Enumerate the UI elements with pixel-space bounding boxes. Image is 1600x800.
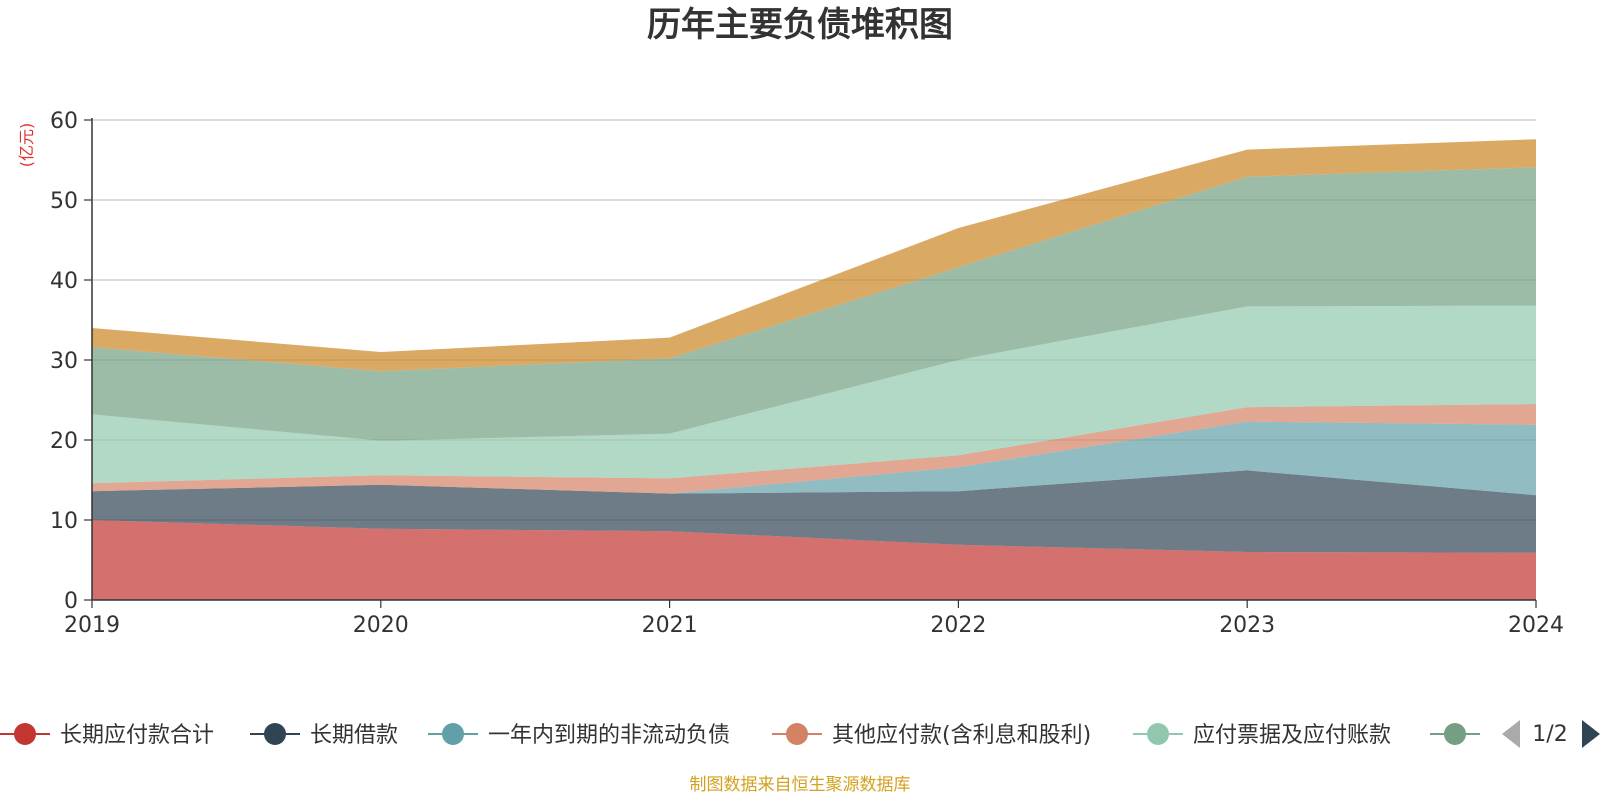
- x-tick-label: 2024: [1508, 613, 1564, 638]
- legend-item-label[interactable]: 长期应付款合计: [60, 723, 214, 748]
- x-tick-label: 2020: [353, 613, 409, 638]
- data-source-note: 制图数据来自恒生聚源数据库: [690, 775, 911, 795]
- legend-circle-marker[interactable]: [442, 723, 464, 745]
- area-series-6: [92, 139, 1536, 372]
- x-tick-label: 2022: [930, 613, 986, 638]
- legend-circle-marker[interactable]: [1147, 723, 1169, 745]
- legend-circle-marker[interactable]: [1444, 723, 1466, 745]
- y-tick-label: 60: [50, 109, 78, 134]
- legend-item-label[interactable]: 长期借款: [310, 723, 398, 748]
- chart-title: 历年主要负债堆积图: [647, 5, 953, 45]
- area-series-0: [92, 520, 1536, 600]
- legend-page-indicator: 1/2: [1532, 722, 1567, 747]
- legend-circle-marker[interactable]: [786, 723, 808, 745]
- y-tick-label: 0: [64, 589, 78, 614]
- x-tick-label: 2021: [642, 613, 698, 638]
- x-tick-label: 2019: [64, 613, 120, 638]
- legend-item-label[interactable]: 应付票据及应付账款: [1193, 723, 1391, 748]
- axes: 0 10 20 30 40 50 60 2019 2020 2021 2022 2023 2024: [50, 109, 1564, 638]
- y-tick-label: 50: [50, 189, 78, 214]
- area-series-3: [92, 404, 1536, 494]
- legend-item-label[interactable]: 其他应付款(含利息和股利): [832, 723, 1091, 748]
- legend-circle-marker[interactable]: [14, 723, 36, 745]
- legend-prev-page-icon[interactable]: [1502, 720, 1520, 748]
- legend-next-page-icon[interactable]: [1582, 720, 1600, 748]
- y-axis-unit-label: (亿元): [17, 123, 36, 168]
- y-tick-label: 40: [50, 269, 78, 294]
- y-tick-label: 10: [50, 509, 78, 534]
- y-tick-label: 30: [50, 349, 78, 374]
- y-tick-label: 20: [50, 429, 78, 454]
- legend: 长期应付款合计 长期借款 一年内到期的非流动负债 其他应付款(含利息和股利) 应付票据及…: [0, 723, 1480, 748]
- legend-pager: 1/2: [1502, 720, 1600, 748]
- x-tick-label: 2023: [1219, 613, 1275, 638]
- area-series-5: [92, 167, 1536, 441]
- area-series-group: [92, 139, 1536, 600]
- area-series-4: [92, 305, 1536, 484]
- area-series-1: [92, 470, 1536, 553]
- legend-circle-marker[interactable]: [264, 723, 286, 745]
- legend-item-label[interactable]: 一年内到期的非流动负债: [488, 723, 730, 748]
- area-series-2: [92, 421, 1536, 496]
